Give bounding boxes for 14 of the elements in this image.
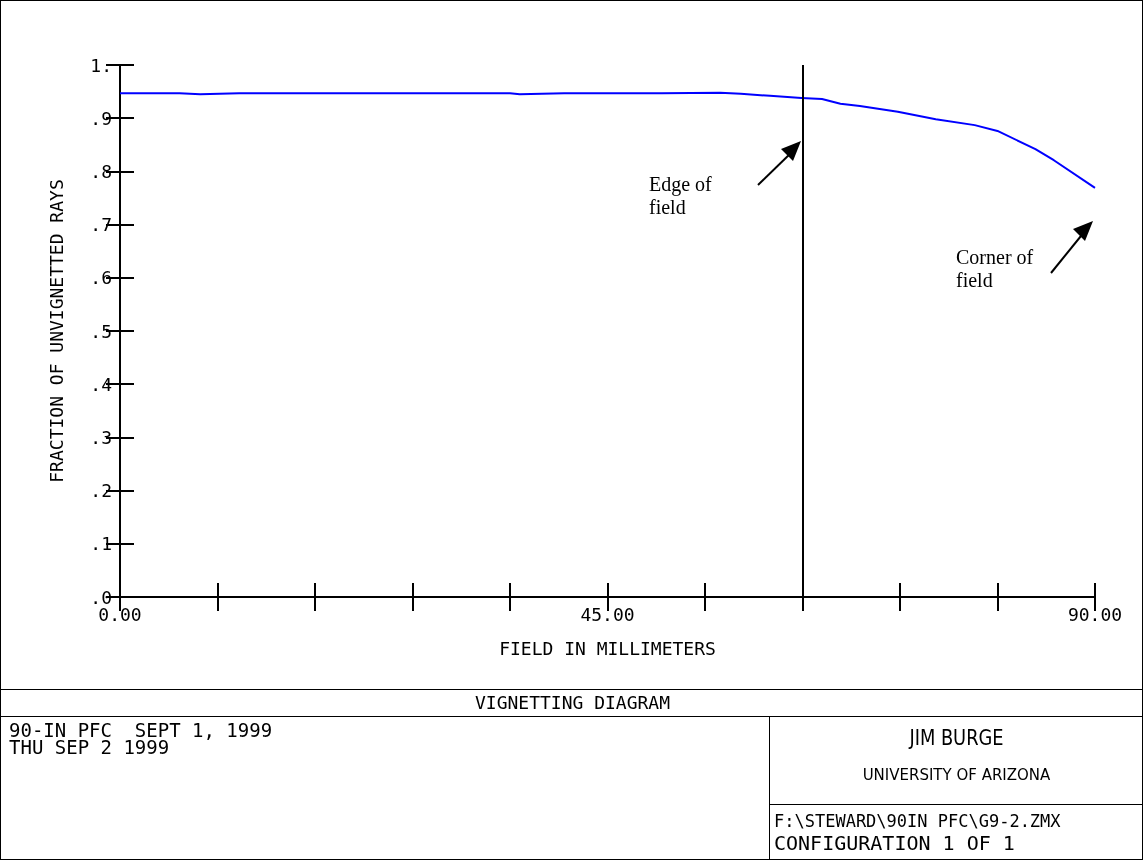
text: VIGNETTING DIAGRAM — [473, 692, 672, 713]
x-axis-title: FIELD IN MILLIMETERS — [499, 637, 716, 659]
y-tick-label: .4 — [90, 373, 112, 395]
text: F:\STEWARD\90IN PFC\G9-2.ZMX — [774, 811, 1061, 831]
annotation: Edge of field — [649, 173, 713, 219]
y-axis-title: FRACTION OF UNVIGNETTED RAYS — [45, 179, 67, 483]
text: JIM BURGE — [907, 725, 1005, 750]
annotation: Corner of field — [956, 246, 1035, 292]
x-tick-label: 90.00 — [1067, 603, 1123, 625]
y-tick-label: 1. — [90, 54, 112, 76]
x-tick-label: 45.00 — [580, 603, 635, 625]
text: UNIVERSITY OF ARIZONA — [861, 766, 1052, 784]
text: CONFIGURATION 1 OF 1 — [774, 831, 1015, 855]
x-tick-label: 0.00 — [98, 603, 142, 625]
